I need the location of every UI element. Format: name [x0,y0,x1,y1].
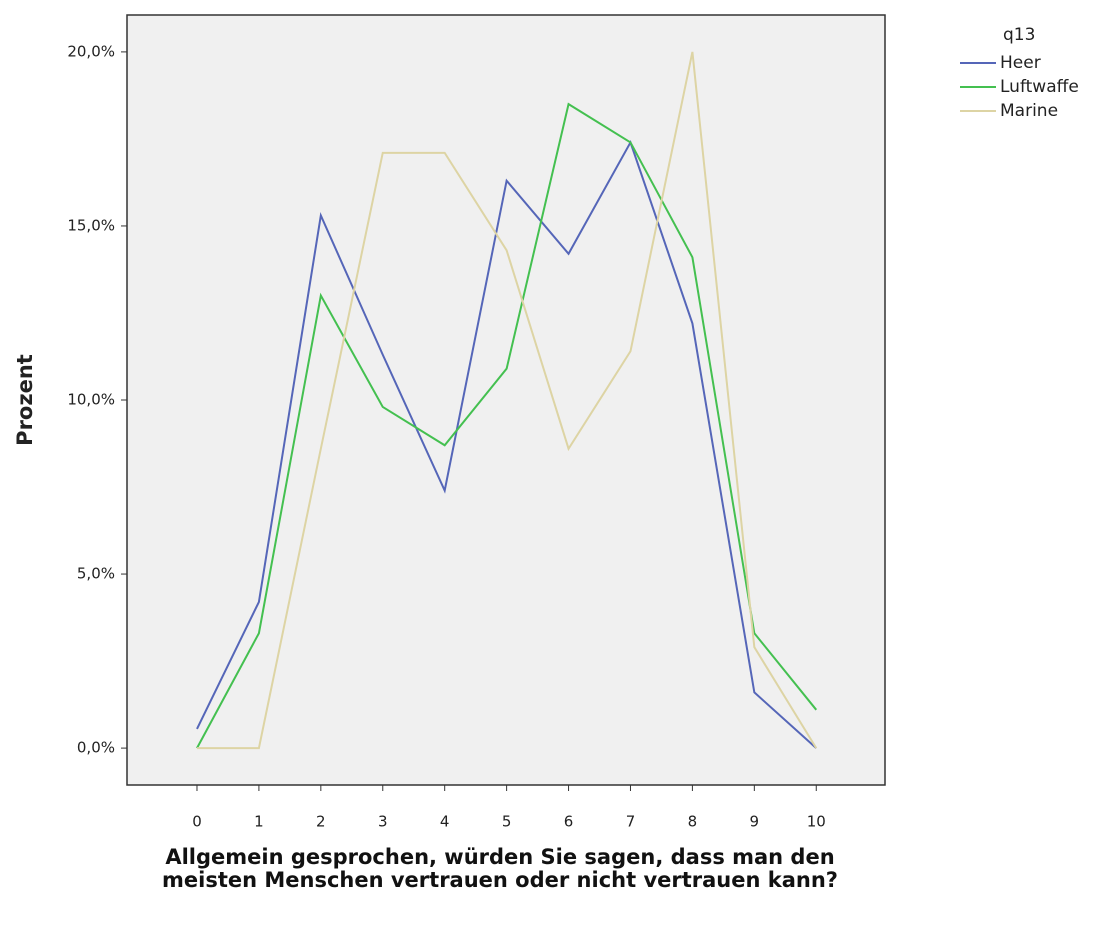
x-axis-title: Allgemein gesprochen, würden Sie sagen, … [162,845,838,892]
x-tick-label: 0 [192,813,202,831]
x-tick-label: 10 [807,813,826,831]
series-line [196,139,817,749]
x-tick-label: 6 [564,813,574,831]
x-tick-label: 7 [626,813,636,831]
x-tick-label: 4 [440,813,450,831]
x-tick-label: 3 [378,813,388,831]
legend-title: q13 [1003,25,1035,45]
y-axis-title: Prozent [13,354,37,446]
y-tick-label: 10,0% [67,391,115,409]
legend-label: Luftwaffe [1000,77,1079,97]
legend-label: Heer [1000,53,1041,73]
x-tick-label: 1 [254,813,264,831]
legend-label: Marine [1000,101,1058,121]
x-tick-label: 9 [750,813,760,831]
y-tick-label: 15,0% [67,216,115,234]
plot-area [126,14,886,786]
y-tick-label: 0,0% [77,739,115,757]
x-tick-label: 2 [316,813,326,831]
y-tick-label: 5,0% [77,565,115,583]
x-tick-label: 8 [688,813,698,831]
series-line [196,102,818,749]
y-tick-label: 20,0% [67,42,115,60]
series-line [196,51,818,750]
x-tick-label: 5 [502,813,512,831]
